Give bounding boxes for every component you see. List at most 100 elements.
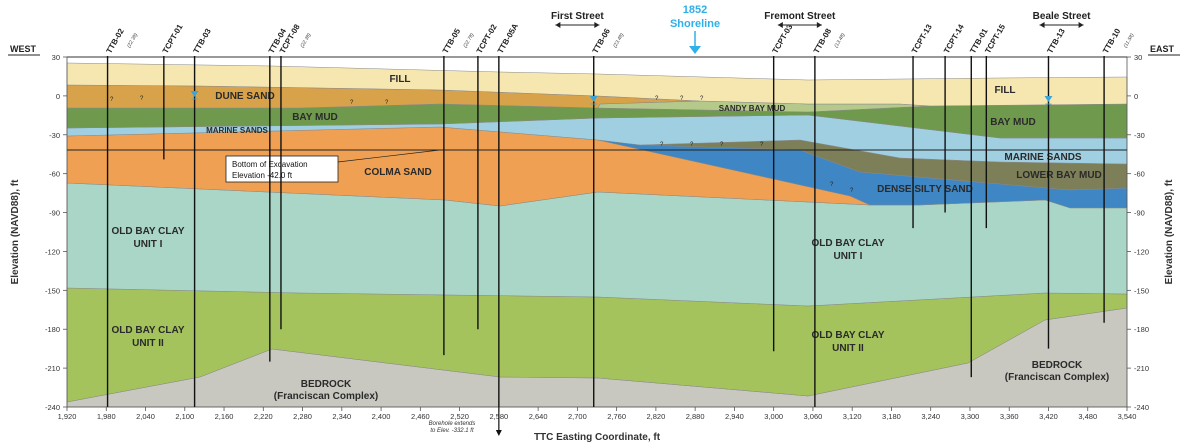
boring-water-tag: (13.4ft) xyxy=(833,32,846,49)
stratum-label-obc1-west-l2: UNIT I xyxy=(134,239,163,250)
uncertain-contact-mark: ? xyxy=(690,142,694,148)
stratum-label-lower-bay-mud: LOWER BAY MUD xyxy=(1016,170,1102,181)
uncertain-contact-mark: ? xyxy=(760,142,764,148)
y-tick-label-left: -120 xyxy=(45,247,60,256)
y-tick-label-right: -90 xyxy=(1134,209,1145,218)
y-tick-label-right: 30 xyxy=(1134,53,1142,62)
groundwater-level-icon xyxy=(589,96,598,102)
x-tick-label: 2,460 xyxy=(411,412,430,421)
x-tick-label: 2,700 xyxy=(568,412,587,421)
borehole-note-line2: to Elev. -332.1 ft xyxy=(430,428,474,434)
x-tick-label: 2,220 xyxy=(254,412,273,421)
y-tick-label-left: -30 xyxy=(49,131,60,140)
y-tick-label-right: -60 xyxy=(1134,170,1145,179)
y-tick-label-right: -150 xyxy=(1134,286,1149,295)
boring-label: TCPT-14 xyxy=(942,22,966,55)
boring-label: TCPT-13 xyxy=(910,22,934,55)
excavation-line2: Elevation -42.0 ft xyxy=(232,171,293,180)
stratum-label-sandy-bay-mud: SANDY BAY MUD xyxy=(719,104,786,113)
stratum-label-marine-sands-east: MARINE SANDS xyxy=(1004,152,1082,163)
y-tick-label-right: 0 xyxy=(1134,92,1138,101)
shoreline-year: 1852 xyxy=(683,4,707,16)
uncertain-contact-mark: ? xyxy=(720,142,724,148)
stratum-label-fill: FILL xyxy=(389,74,410,85)
x-tick-label: 2,640 xyxy=(529,412,548,421)
excavation-callout-box xyxy=(225,155,339,183)
x-tick-label: 2,820 xyxy=(646,412,665,421)
x-tick-label: 2,280 xyxy=(293,412,312,421)
stratum-label-obc2-east-l2: UNIT II xyxy=(832,343,864,354)
stratum-label-bay-mud-east: BAY MUD xyxy=(990,117,1036,128)
contact-uncertain-marks: ????????????? xyxy=(110,96,854,194)
x-tick-label: 3,360 xyxy=(1000,412,1019,421)
stratum-label-obc1-east-l1: OLD BAY CLAY xyxy=(812,238,885,249)
x-tick-label: 3,480 xyxy=(1078,412,1097,421)
boring-label: TTB-02 xyxy=(105,27,127,55)
groundwater-level-icon xyxy=(1044,96,1053,102)
boring-label: TTB-03 xyxy=(192,27,214,55)
x-tick-label: 3,420 xyxy=(1039,412,1058,421)
uncertain-contact-mark: ? xyxy=(140,96,144,102)
stratum-label-bedrock-west-l2: (Franciscan Complex) xyxy=(274,391,378,402)
x-axis-ticks: 1,920 1,980 2,040 2,100 2,160 2,220 2,280 2,340… xyxy=(58,407,1136,421)
uncertain-contact-mark: ? xyxy=(850,188,854,194)
excavation-leader xyxy=(337,149,441,163)
y-tick-label-left: -210 xyxy=(45,364,60,373)
y-axis-title-right: Elevation (NAVD88), ft xyxy=(1164,179,1175,284)
uncertain-contact-mark: ? xyxy=(700,96,704,102)
y-tick-label-right: -180 xyxy=(1134,325,1149,334)
uncertain-contact-mark: ? xyxy=(830,182,834,188)
x-tick-label: 3,120 xyxy=(843,412,862,421)
street-arrow-right-icon xyxy=(594,22,600,28)
y-tick-label-left: -180 xyxy=(45,325,60,334)
y-tick-label-left: -60 xyxy=(49,170,60,179)
uncertain-contact-mark: ? xyxy=(655,96,659,102)
uncertain-contact-mark: ? xyxy=(110,97,114,103)
y-tick-label-right: -120 xyxy=(1134,247,1149,256)
groundwater-markers xyxy=(190,91,1053,105)
borehole-extension-arrow-icon xyxy=(495,430,502,436)
x-tick-label: 2,520 xyxy=(450,412,469,421)
stratum-label-fill-east: FILL xyxy=(994,85,1015,96)
x-tick-label: 2,340 xyxy=(332,412,351,421)
x-tick-label: 2,160 xyxy=(215,412,234,421)
x-tick-label: 2,760 xyxy=(607,412,626,421)
y-tick-label-left: -90 xyxy=(49,209,60,218)
stratum-label-obc1-west-l1: OLD BAY CLAY xyxy=(112,226,185,237)
boring-water-tag: (22.3ft) xyxy=(126,32,139,49)
east-label: EAST xyxy=(1150,44,1175,54)
stratum-label-marine-sands: MARINE SANDS xyxy=(206,126,268,135)
y-tick-label-left: -150 xyxy=(45,286,60,295)
west-label: WEST xyxy=(10,44,37,54)
boring-water-tag: (23.4ft) xyxy=(612,32,625,49)
street-arrow-right-icon xyxy=(816,22,822,28)
uncertain-contact-mark: ? xyxy=(350,100,354,106)
street-arrow-left-icon xyxy=(555,22,561,28)
fill-layer xyxy=(66,62,1128,107)
stratum-label-dune-sand: DUNE SAND xyxy=(215,91,274,102)
x-tick-label: 3,000 xyxy=(764,412,783,421)
y-tick-label-left: -240 xyxy=(45,403,60,412)
stratum-label-dense-silty-sand: DENSE SILTY SAND xyxy=(877,184,973,195)
x-tick-label: 2,880 xyxy=(686,412,705,421)
x-tick-label: 2,400 xyxy=(372,412,391,421)
stratum-label-obc1-east-l2: UNIT I xyxy=(834,251,863,262)
stratum-label-obc2-west-l1: OLD BAY CLAY xyxy=(112,325,185,336)
x-tick-label: 1,980 xyxy=(97,412,116,421)
street-arrow-left-icon xyxy=(1039,22,1045,28)
y-tick-label-left: 0 xyxy=(56,92,60,101)
uncertain-contact-mark: ? xyxy=(660,142,664,148)
stratum-label-obc2-west-l2: UNIT II xyxy=(132,338,164,349)
x-tick-label: 2,040 xyxy=(136,412,155,421)
y-tick-label-right: -240 xyxy=(1134,403,1149,412)
x-tick-label: 3,300 xyxy=(961,412,980,421)
y-tick-label-right: -30 xyxy=(1134,131,1145,140)
y-axis-title-left: Elevation (NAVD88), ft xyxy=(10,179,21,284)
y-axis-ticks: 30 30 0 0 -30 -30 -60 -60 -90 -90 -120 -120 -150 -150… xyxy=(45,53,1149,412)
stratum-label-bedrock-west-l1: BEDROCK xyxy=(301,379,352,390)
stratum-label-bay-mud: BAY MUD xyxy=(292,112,338,123)
x-tick-label: 3,180 xyxy=(882,412,901,421)
boring-label: TTB-06 xyxy=(591,27,613,55)
